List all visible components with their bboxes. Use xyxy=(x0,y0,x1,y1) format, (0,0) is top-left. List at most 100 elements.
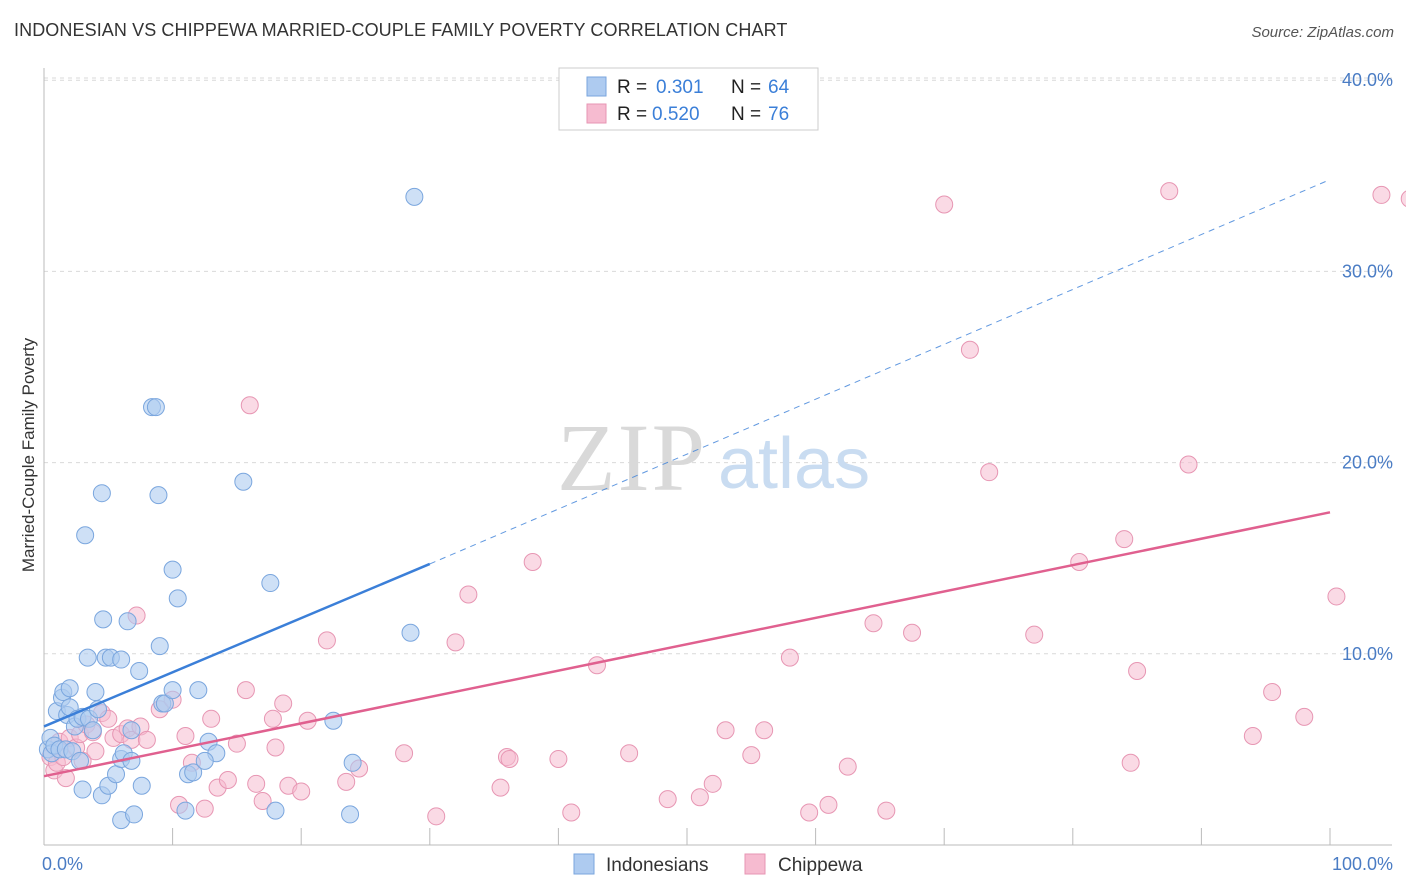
point-chippewa xyxy=(690,788,709,807)
point-chippewa xyxy=(240,396,259,415)
trend-indonesians-projection xyxy=(429,179,1331,565)
trend-lines xyxy=(43,179,1331,778)
point-chippewa xyxy=(1115,530,1134,549)
point-chippewa xyxy=(1128,662,1147,681)
point-chippewa xyxy=(1295,707,1314,726)
point-chippewa xyxy=(960,340,979,359)
point-chippewa xyxy=(86,742,105,761)
point-chippewa xyxy=(742,746,761,765)
series-legend-label-indonesians: Indonesians xyxy=(606,855,708,876)
point-chippewa xyxy=(549,749,568,768)
point-chippewa xyxy=(236,681,255,700)
point-indonesian xyxy=(94,610,113,629)
point-chippewa xyxy=(253,792,272,811)
point-chippewa xyxy=(819,795,838,814)
point-indonesian xyxy=(401,623,420,642)
point-indonesian xyxy=(83,721,102,740)
legend-swatch-indonesians xyxy=(586,76,607,97)
point-indonesian xyxy=(168,589,187,608)
point-indonesian xyxy=(125,805,144,824)
point-chippewa xyxy=(292,782,311,801)
point-indonesian xyxy=(176,801,195,820)
point-chippewa xyxy=(1243,727,1262,746)
point-indonesian xyxy=(60,679,79,698)
trend-chippewa xyxy=(43,511,1331,778)
series-legend-swatch-indonesians xyxy=(573,853,595,875)
legend-r-label-2: R = xyxy=(617,104,647,125)
legend-n-label-1: N = xyxy=(731,77,761,98)
point-chippewa xyxy=(523,553,542,572)
x-tick-label-min: 0.0% xyxy=(42,854,83,874)
x-tick-label-max: 100.0% xyxy=(1332,854,1393,874)
point-chippewa xyxy=(395,744,414,763)
zipatlas-watermark: ZIP atlas xyxy=(557,404,870,511)
point-indonesian xyxy=(132,776,151,795)
legend-r-value-2: 0.520 xyxy=(652,104,700,125)
point-chippewa xyxy=(195,799,214,818)
y-tick-label: 40.0% xyxy=(1342,70,1393,90)
point-indonesian xyxy=(155,694,174,713)
source-label: Source: ZipAtlas.com xyxy=(1251,24,1394,41)
stats-legend: R = 0.301 N = 64 R = 0.520 N = 76 xyxy=(558,67,819,131)
point-chippewa xyxy=(1160,182,1179,201)
point-indonesian xyxy=(195,751,214,770)
point-chippewa xyxy=(716,721,735,740)
point-chippewa xyxy=(800,803,819,822)
point-chippewa xyxy=(218,770,237,789)
legend-n-value-2: 76 xyxy=(768,104,789,125)
y-axis-label: Married-Couple Family Poverty xyxy=(19,337,38,572)
series-legend: Indonesians Chippewa xyxy=(573,853,863,876)
point-indonesian xyxy=(261,574,280,593)
point-chippewa xyxy=(980,463,999,482)
point-chippewa xyxy=(562,803,581,822)
point-indonesian xyxy=(146,398,165,417)
point-chippewa xyxy=(274,694,293,713)
point-chippewa xyxy=(1372,185,1391,204)
point-chippewa xyxy=(427,807,446,826)
point-indonesian xyxy=(86,683,105,702)
point-indonesian xyxy=(234,472,253,491)
point-indonesian xyxy=(405,187,424,206)
point-indonesian xyxy=(149,486,168,505)
axes xyxy=(43,68,1392,846)
indonesian-points xyxy=(38,187,424,830)
point-indonesian xyxy=(266,801,285,820)
point-chippewa xyxy=(903,623,922,642)
grid-lines xyxy=(44,77,1392,655)
chart-title: INDONESIAN VS CHIPPEWA MARRIED-COUPLE FA… xyxy=(14,20,788,40)
point-chippewa xyxy=(446,633,465,652)
point-chippewa xyxy=(703,774,722,793)
point-indonesian xyxy=(76,526,95,545)
point-chippewa xyxy=(202,709,221,728)
point-indonesian xyxy=(122,751,141,770)
point-chippewa xyxy=(838,757,857,776)
point-chippewa xyxy=(491,778,510,797)
point-chippewa xyxy=(755,721,774,740)
point-indonesian xyxy=(343,753,362,772)
legend-r-label-1: R = xyxy=(617,77,647,98)
x-tick-labels: 0.0% 100.0% xyxy=(42,854,1393,874)
point-chippewa xyxy=(317,631,336,650)
point-chippewa xyxy=(176,727,195,746)
series-legend-label-chippewa: Chippewa xyxy=(778,855,863,876)
point-chippewa xyxy=(227,734,246,753)
trend-indonesians xyxy=(43,562,431,728)
point-chippewa xyxy=(1400,190,1406,207)
point-indonesian xyxy=(184,763,203,782)
point-chippewa xyxy=(1327,587,1346,606)
point-chippewa xyxy=(247,774,266,793)
point-chippewa xyxy=(587,656,606,675)
point-chippewa xyxy=(620,744,639,763)
point-indonesian xyxy=(163,560,182,579)
point-indonesian xyxy=(92,484,111,503)
y-tick-label: 10.0% xyxy=(1342,644,1393,664)
point-chippewa xyxy=(263,709,282,728)
legend-r-value-1: 0.301 xyxy=(656,77,704,98)
point-chippewa xyxy=(658,790,677,809)
point-indonesian xyxy=(189,681,208,700)
point-indonesian xyxy=(341,805,360,824)
point-indonesian xyxy=(73,780,92,799)
legend-swatch-chippewa xyxy=(586,103,607,124)
point-chippewa xyxy=(337,772,356,791)
watermark-atlas: atlas xyxy=(718,424,870,504)
